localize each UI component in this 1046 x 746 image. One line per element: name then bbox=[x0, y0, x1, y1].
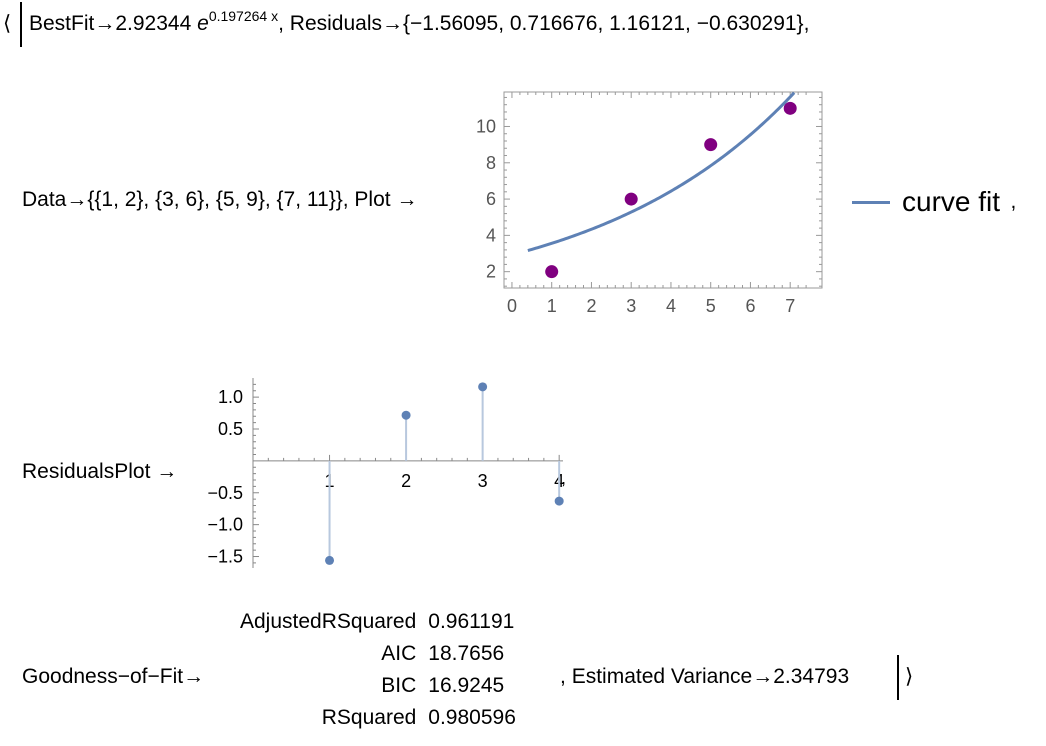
x-tick-label: 2 bbox=[586, 296, 596, 316]
residual-stems-layer bbox=[328, 386, 561, 561]
data-point bbox=[783, 101, 797, 115]
table-row: AIC 18.7656 bbox=[234, 638, 522, 670]
best-fit-base: e bbox=[197, 12, 209, 35]
table-row: AdjustedRSquared 0.961191 bbox=[234, 606, 522, 638]
x-tick-label: 0 bbox=[507, 296, 517, 316]
plot-key: Plot bbox=[354, 188, 391, 211]
data-arrow: → bbox=[66, 188, 88, 211]
legend-line-swatch bbox=[852, 200, 890, 204]
association-close-bracket: ⟩ bbox=[905, 665, 914, 688]
gof-name: BIC bbox=[381, 674, 417, 697]
x-tick-label: 2 bbox=[401, 471, 411, 491]
estimated-variance-arrow: → bbox=[752, 665, 774, 688]
fit-plot[interactable]: 0 1 2 3 4 5 6 7 2 4 6 8 10 bbox=[470, 84, 823, 324]
x-tick-label: 6 bbox=[745, 296, 755, 316]
best-fit-separator: , bbox=[278, 12, 284, 35]
y-tick-label: 4 bbox=[486, 225, 496, 245]
data-point bbox=[545, 265, 559, 279]
data-entry: Data→{{1, 2}, {3, 6}, {5, 9}, {7, 11}}, … bbox=[22, 188, 417, 212]
x-tick-label: 4 bbox=[666, 296, 676, 316]
data-separator: , bbox=[342, 188, 349, 211]
residuals-plot-key: ResidualsPlot bbox=[22, 460, 151, 483]
table-row: BIC 16.9245 bbox=[234, 670, 522, 702]
best-fit-coefficient: 2.92344 bbox=[115, 12, 192, 35]
estimated-variance-value: 2.34793 bbox=[773, 665, 850, 688]
fit-points-layer bbox=[545, 101, 797, 279]
plot-arrow: → bbox=[396, 188, 418, 211]
residuals-key: Residuals bbox=[289, 12, 383, 35]
goodness-of-fit-key: Goodness−of−Fit bbox=[22, 665, 184, 688]
data-key: Data bbox=[22, 188, 67, 211]
residuals-plot-trailing-comma: , bbox=[561, 468, 567, 488]
goodness-of-fit-arrow: → bbox=[183, 665, 205, 688]
plot-frame bbox=[503, 91, 823, 289]
x-tick-label: 3 bbox=[478, 471, 488, 491]
gof-name: AdjustedRSquared bbox=[240, 610, 417, 633]
fit-curve-line bbox=[527, 91, 796, 252]
residuals-arrow: → bbox=[382, 12, 404, 35]
legend-label: curve fit bbox=[902, 186, 1001, 217]
y-tick-label: −0.5 bbox=[207, 483, 243, 503]
data-point bbox=[624, 192, 638, 206]
residual-point bbox=[401, 410, 411, 420]
goodness-of-fit-table: AdjustedRSquared 0.961191 AIC 18.7656 BIC 1… bbox=[234, 606, 522, 734]
residuals-plot-entry: ResidualsPlot → bbox=[22, 460, 177, 484]
fit-legend: curve fit , bbox=[852, 186, 1016, 218]
best-fit-key: BestFit bbox=[29, 12, 95, 35]
x-tick-label: 1 bbox=[547, 296, 557, 316]
gof-value: 0.980596 bbox=[428, 706, 516, 729]
y-tick-label: −1.5 bbox=[207, 547, 243, 567]
association-open-bar bbox=[20, 2, 22, 47]
gof-value: 16.9245 bbox=[428, 674, 505, 697]
residual-point bbox=[325, 555, 335, 565]
estimated-variance-entry: , Estimated Variance→2.34793 bbox=[560, 665, 849, 689]
x-tick-label: 3 bbox=[626, 296, 636, 316]
y-tick-label: 6 bbox=[486, 189, 496, 209]
x-tick-label: 7 bbox=[785, 296, 795, 316]
fit-curve-layer bbox=[527, 91, 796, 252]
best-fit-arrow: → bbox=[94, 12, 116, 35]
estimated-variance-key: Estimated Variance bbox=[571, 665, 753, 688]
residual-points-layer bbox=[325, 382, 564, 565]
residuals-plot-axes: 12341.00.5−0.5−1.0−1.5 bbox=[207, 378, 564, 568]
table-row: RSquared 0.980596 bbox=[234, 702, 522, 734]
data-value: {{1, 2}, {3, 6}, {5, 9}, {7, 11}} bbox=[87, 188, 343, 211]
residuals-plot[interactable]: 12341.00.5−0.5−1.0−1.5 bbox=[195, 372, 575, 572]
residuals-value: {−1.56095, 0.716676, 1.16121, −0.630291} bbox=[403, 12, 804, 35]
y-tick-label: 1.0 bbox=[218, 387, 243, 407]
data-point bbox=[704, 138, 718, 152]
residual-point bbox=[478, 382, 488, 392]
residual-point bbox=[554, 496, 564, 506]
y-tick-label: −1.0 bbox=[207, 515, 243, 535]
estimated-variance-prefix: , bbox=[560, 665, 566, 688]
fit-plot-axes: 0 1 2 3 4 5 6 7 2 4 6 8 10 bbox=[476, 91, 823, 316]
plot-trailing-comma: , bbox=[1010, 190, 1017, 213]
association-close-bar bbox=[897, 655, 899, 700]
residuals-trailing-comma: , bbox=[803, 12, 810, 35]
best-fit-exponent: 0.197264 x bbox=[208, 8, 279, 24]
gof-name: RSquared bbox=[321, 706, 417, 729]
y-tick-label: 0.5 bbox=[218, 419, 243, 439]
gof-value: 18.7656 bbox=[428, 642, 505, 665]
gof-value: 0.961191 bbox=[428, 610, 515, 633]
association-open-bracket: ⟨ bbox=[3, 12, 12, 35]
residuals-plot-arrow: → bbox=[156, 460, 178, 483]
x-tick-label: 5 bbox=[706, 296, 716, 316]
best-fit-entry: BestFit→2.92344 e0.197264 x, Residuals→{… bbox=[29, 8, 810, 37]
y-tick-label: 2 bbox=[486, 262, 496, 282]
y-tick-label: 8 bbox=[486, 153, 496, 173]
gof-name: AIC bbox=[381, 642, 417, 665]
goodness-of-fit-label: Goodness−of−Fit→ bbox=[22, 665, 204, 689]
y-tick-label: 10 bbox=[476, 116, 496, 136]
